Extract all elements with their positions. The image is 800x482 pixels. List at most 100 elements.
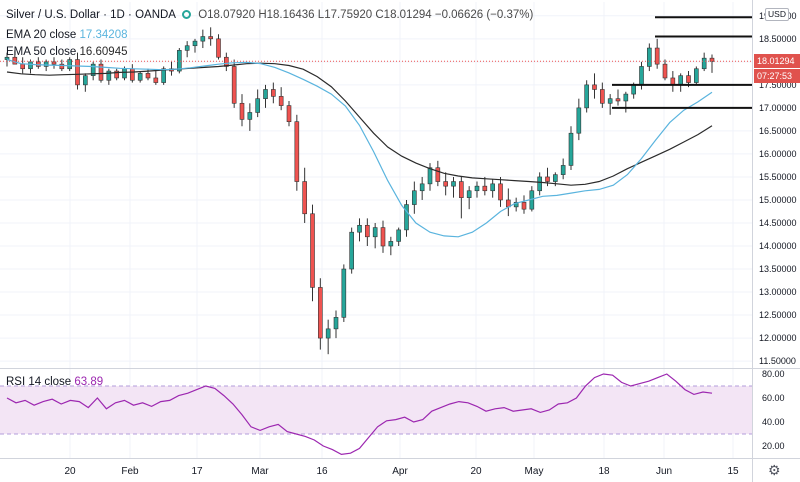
- candle: [474, 181, 480, 198]
- candle: [459, 176, 464, 219]
- candle-body: [130, 68, 135, 81]
- ema50-label: EMA 50 close: [6, 46, 77, 58]
- candle-body: [192, 40, 198, 47]
- time-tick-label: 18: [598, 466, 610, 477]
- candle: [435, 160, 441, 187]
- candle: [584, 80, 589, 113]
- candle: [153, 71, 159, 85]
- candle: [208, 27, 213, 46]
- candle-body: [83, 75, 88, 86]
- rsi-tick-label: 80.00: [762, 369, 785, 379]
- candle-body: [43, 61, 49, 67]
- price-tick-label: 14.00000: [759, 241, 797, 251]
- candle-body: [122, 68, 127, 79]
- candle-body: [412, 190, 417, 205]
- candle-body: [513, 201, 519, 208]
- candle-body: [686, 75, 691, 83]
- candle-body: [466, 190, 472, 198]
- candle-body: [231, 66, 237, 104]
- candle-body: [490, 183, 495, 192]
- candle: [83, 73, 88, 92]
- candle-body: [310, 213, 315, 288]
- candle-body: [12, 56, 18, 65]
- candle-body: [380, 227, 386, 247]
- candle: [349, 227, 354, 274]
- candle-body: [145, 73, 151, 79]
- candle-body: [670, 77, 676, 86]
- candle-body: [59, 63, 65, 70]
- candle-body: [271, 89, 276, 97]
- rsi-tick-label: 40.00: [762, 417, 785, 427]
- price-tick-label: 14.50000: [759, 218, 797, 228]
- candle-body: [631, 84, 636, 95]
- candle-body: [106, 70, 112, 81]
- candle: [231, 59, 237, 108]
- candle: [106, 68, 112, 85]
- candle: [443, 172, 448, 196]
- candle: [654, 38, 660, 69]
- time-tick-label: Apr: [392, 466, 408, 477]
- candle: [482, 176, 488, 196]
- candle-body: [662, 63, 668, 79]
- candle-body: [216, 38, 221, 58]
- ema50-value: 16.60945: [79, 46, 128, 58]
- candle: [294, 114, 300, 191]
- candle-body: [584, 84, 589, 109]
- candle-body: [137, 73, 143, 81]
- candle-body: [365, 224, 370, 238]
- candle: [67, 57, 72, 72]
- candle: [600, 82, 605, 108]
- candle: [701, 52, 707, 72]
- candle-body: [443, 181, 448, 187]
- candle-body: [67, 59, 72, 70]
- low-value: L17.75920: [317, 9, 373, 21]
- candle: [380, 220, 386, 253]
- candle: [137, 71, 143, 83]
- candle-body: [647, 47, 652, 67]
- symbol-legend[interactable]: Silver / U.S. Dollar · 1D · OANDA O18.07…: [6, 9, 533, 21]
- candle: [506, 188, 511, 217]
- candle: [419, 176, 425, 200]
- candle-body: [498, 183, 503, 201]
- candle-body: [372, 227, 378, 238]
- candle: [521, 195, 527, 214]
- candle-body: [615, 98, 621, 102]
- candle: [694, 66, 699, 85]
- currency-badge[interactable]: USD: [765, 8, 789, 21]
- gear-icon[interactable]: ⚙: [768, 462, 781, 478]
- time-tick-label: Mar: [251, 466, 269, 477]
- candle-body: [224, 56, 229, 67]
- candle-body: [247, 112, 253, 120]
- last-price-label: 18.01294: [754, 54, 800, 69]
- rsi-legend[interactable]: RSI 14 close 63.89: [6, 376, 103, 388]
- candle: [466, 186, 472, 210]
- ema20-legend[interactable]: EMA 20 close 17.34208: [6, 29, 128, 41]
- candle: [271, 82, 276, 104]
- candle: [310, 204, 315, 302]
- ema50-legend[interactable]: EMA 50 close 16.60945: [6, 46, 128, 58]
- time-tick-label: 17: [191, 466, 203, 477]
- candle: [396, 227, 401, 246]
- candle-body: [639, 66, 644, 86]
- candle: [318, 278, 323, 350]
- candle: [90, 61, 96, 81]
- candle-body: [90, 63, 96, 76]
- price-tick-label: 17.00000: [759, 103, 797, 113]
- candle-body: [459, 181, 464, 198]
- candle: [98, 59, 104, 83]
- candle: [427, 163, 433, 191]
- candle: [365, 218, 370, 246]
- time-tick-label: 16: [316, 466, 328, 477]
- candle-body: [600, 89, 605, 104]
- candle-body: [318, 287, 323, 339]
- candle-body: [278, 96, 284, 106]
- candle-body: [654, 47, 660, 65]
- candle: [670, 71, 676, 92]
- ema20-line: [6, 58, 713, 238]
- candle-body: [294, 121, 300, 182]
- candle: [357, 218, 362, 242]
- candle: [372, 222, 378, 249]
- rsi-tick-label: 20.00: [762, 441, 785, 451]
